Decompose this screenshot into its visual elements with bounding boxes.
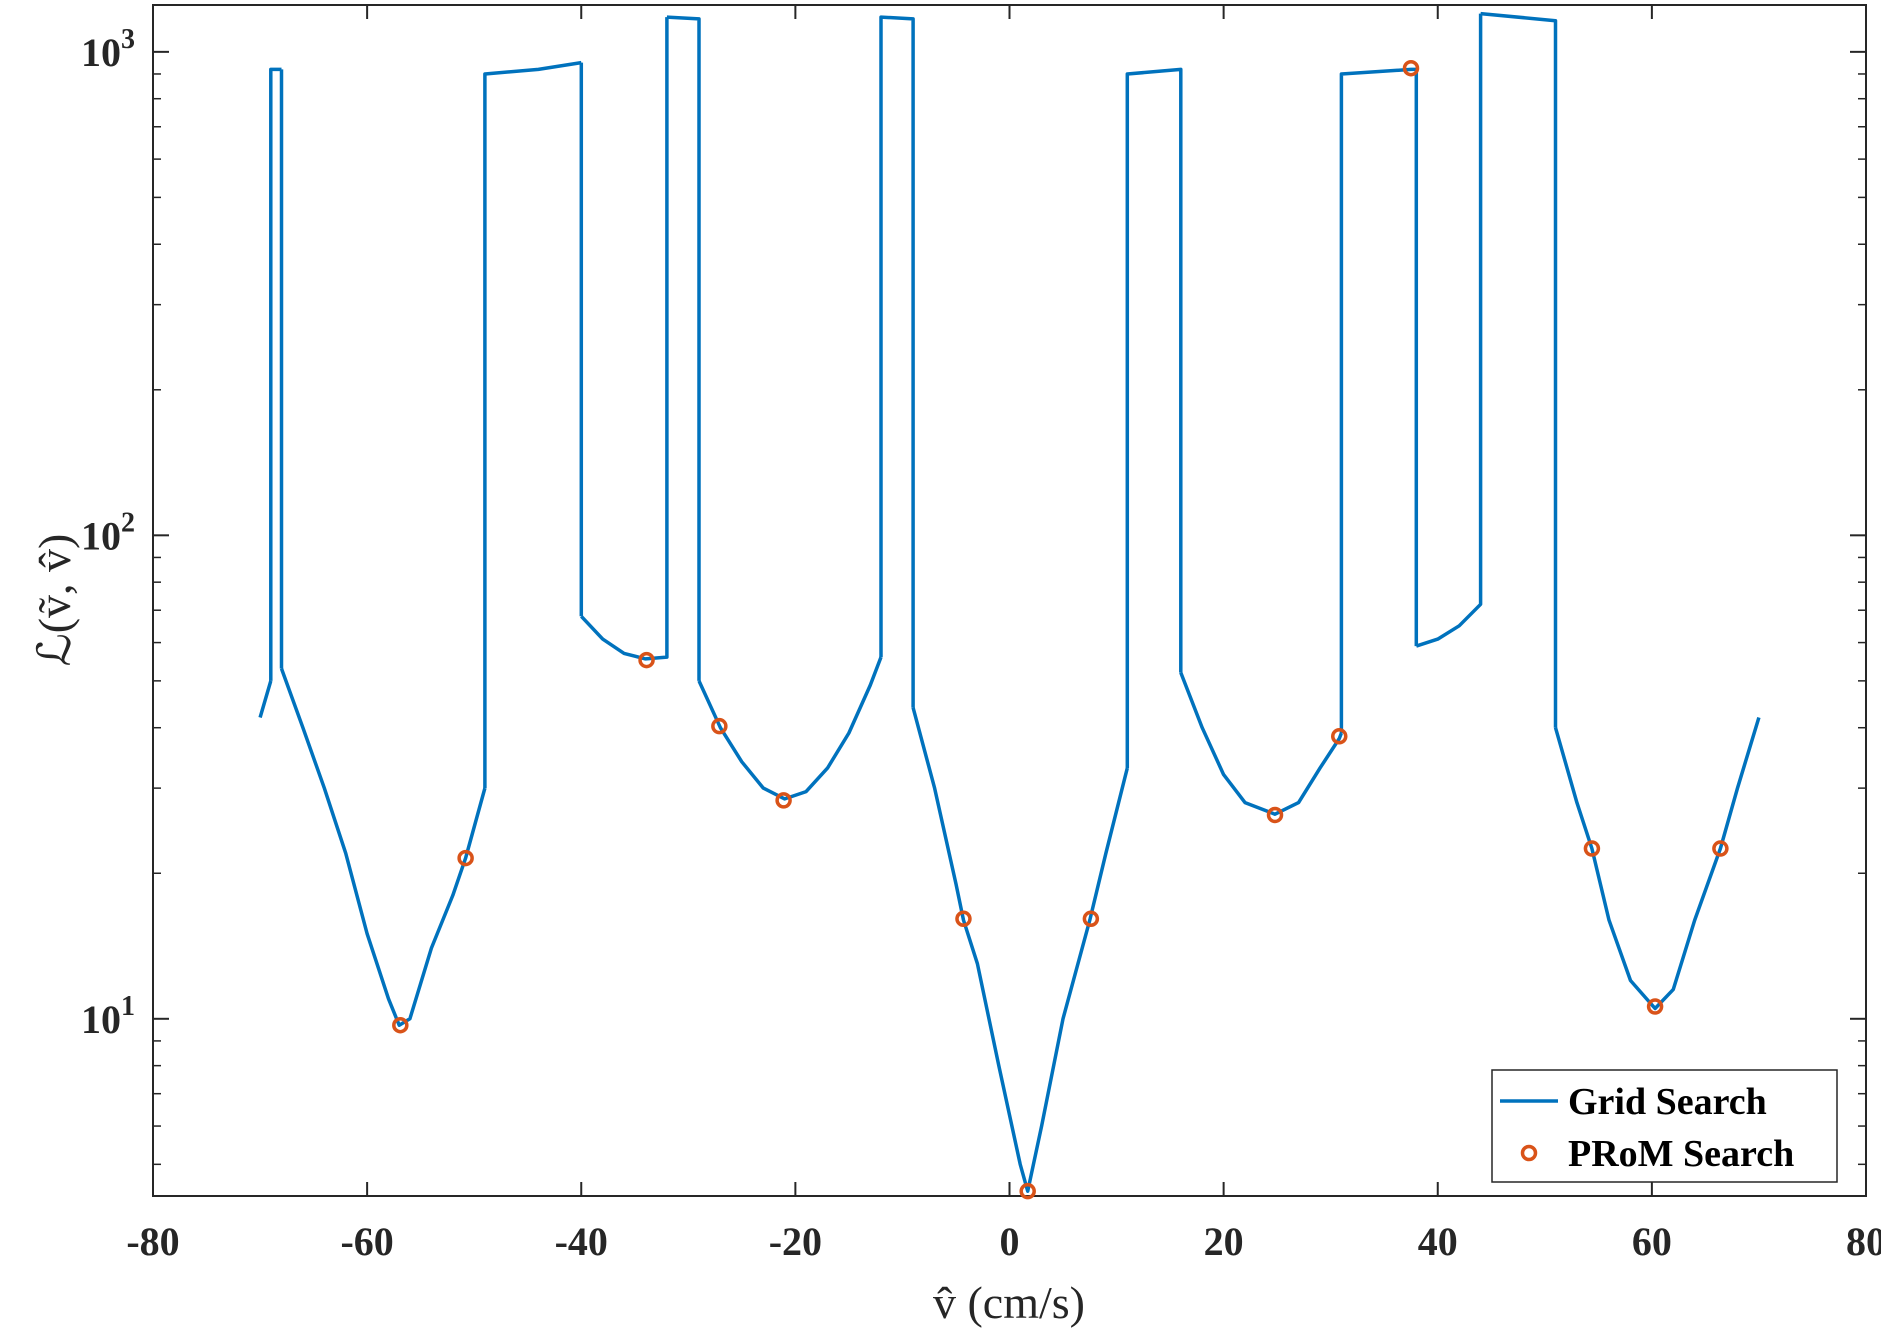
prom-search-point bbox=[1402, 59, 1420, 77]
x-axis-label: v̂ (cm/s) bbox=[933, 1277, 1085, 1328]
x-tick-label: -40 bbox=[555, 1219, 608, 1264]
prom-search-point bbox=[955, 910, 972, 928]
legend-label-prom-search: PRoM Search bbox=[1568, 1133, 1794, 1175]
x-tick-label: 40 bbox=[1418, 1219, 1458, 1264]
grid-search-line-segment bbox=[879, 15, 915, 708]
x-tick-label: 20 bbox=[1204, 1219, 1244, 1264]
x-tick-label: -20 bbox=[769, 1219, 822, 1264]
grid-search-line-segment bbox=[258, 680, 273, 718]
x-tick-label: 80 bbox=[1846, 1219, 1881, 1264]
prom-search-point bbox=[638, 651, 655, 669]
y-tick-base: 10 bbox=[81, 513, 121, 558]
grid-search-line-segment bbox=[666, 15, 701, 681]
y-tick-label: 103 bbox=[81, 24, 135, 75]
x-axis-ticks: -80 -60 -40 -20 0 20 40 60 80 bbox=[126, 5, 1881, 1264]
grid-search-line-segment bbox=[1553, 716, 1761, 1011]
prom-search-point bbox=[392, 1016, 409, 1034]
legend-label-grid-search: Grid Search bbox=[1568, 1081, 1767, 1123]
y-tick-exponent: 2 bbox=[121, 507, 135, 538]
y-axis-label: ℒ(ṽ, v̂) bbox=[29, 534, 80, 667]
y-tick-exponent: 1 bbox=[121, 991, 135, 1022]
y-tick-base: 10 bbox=[81, 997, 121, 1042]
grid-search-line-segment bbox=[483, 60, 582, 789]
grid-search-line-segment bbox=[279, 668, 487, 1027]
prom-search-point bbox=[1583, 840, 1601, 857]
prom-search-point bbox=[1019, 1182, 1036, 1200]
prom-search-point bbox=[1266, 806, 1284, 824]
plot-area bbox=[152, 4, 1867, 1197]
grid-search-line-segment bbox=[269, 67, 282, 681]
x-tick-label: -80 bbox=[126, 1219, 179, 1264]
grid-search-line-segment bbox=[911, 707, 1129, 1193]
prom-search-series bbox=[392, 59, 1729, 1200]
y-tick-label: 102 bbox=[81, 507, 135, 558]
grid-search-line-segment bbox=[1179, 671, 1344, 816]
grid-search-line-segment bbox=[1480, 11, 1558, 728]
y-tick-exponent: 3 bbox=[121, 24, 135, 55]
legend: Grid Search PRoM Search bbox=[1491, 1069, 1838, 1183]
x-tick-label: 0 bbox=[1000, 1219, 1020, 1264]
prom-search-point bbox=[1712, 840, 1729, 857]
x-tick-label: 60 bbox=[1632, 1219, 1672, 1264]
prom-search-point bbox=[1331, 728, 1348, 745]
grid-search-line-segment bbox=[697, 656, 883, 801]
prom-search-point bbox=[711, 717, 728, 735]
grid-search-series bbox=[258, 11, 1761, 1193]
legend-box bbox=[1491, 1069, 1838, 1183]
legend-marker-swatch bbox=[1520, 1144, 1538, 1162]
y-tick-label: 101 bbox=[81, 991, 135, 1042]
prom-search-point bbox=[1082, 910, 1100, 928]
prom-search-point bbox=[457, 849, 474, 867]
y-tick-base: 10 bbox=[81, 30, 121, 75]
x-tick-label: -60 bbox=[340, 1219, 393, 1264]
grid-search-line-segment bbox=[1415, 13, 1483, 648]
prom-search-point bbox=[775, 792, 792, 809]
prom-search-point bbox=[1646, 998, 1664, 1015]
grid-search-line-segment bbox=[1339, 67, 1419, 733]
grid-search-line-segment bbox=[580, 17, 669, 661]
grid-search-line-segment bbox=[1125, 67, 1183, 769]
